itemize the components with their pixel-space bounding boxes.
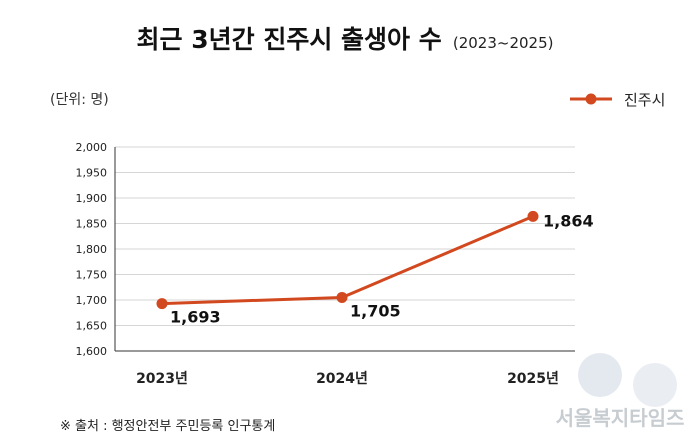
data-point xyxy=(336,291,348,303)
y-tick-label: 1,850 xyxy=(76,218,108,231)
data-label: 1,693 xyxy=(170,308,221,327)
y-tick-label: 1,950 xyxy=(76,167,108,180)
series-line xyxy=(161,214,534,306)
x-tick-label: 2024년 xyxy=(316,371,368,387)
data-label: 1,705 xyxy=(350,301,401,320)
legend: 진주시 xyxy=(570,91,665,109)
legend-marker xyxy=(585,93,597,105)
source-note: ※ 출처 : 행정안전부 주민등록 인구통계 xyxy=(60,418,275,434)
y-tick-label: 1,600 xyxy=(76,345,108,358)
y-tick-label: 1,750 xyxy=(76,269,108,282)
data-label: 1,864 xyxy=(543,211,594,230)
x-tick-label: 2025년 xyxy=(507,371,559,387)
y-tick-label: 1,700 xyxy=(76,294,108,307)
data-point xyxy=(527,210,539,222)
svg-text:서울복지타임즈: 서울복지타임즈 xyxy=(556,406,685,430)
y-tick-label: 1,800 xyxy=(76,243,108,256)
x-tick-label: 2023년 xyxy=(136,371,188,387)
y-tick-label: 1,650 xyxy=(76,320,108,333)
y-tick-label: 2,000 xyxy=(76,141,108,154)
unit-label: (단위: 명) xyxy=(50,92,109,108)
chart-title: 최근 3년간 진주시 출생아 수 (2023~2025) xyxy=(137,25,554,54)
watermark-logo: 서울복지타임즈 xyxy=(556,353,685,430)
data-point xyxy=(156,298,168,310)
y-tick-label: 1,900 xyxy=(76,192,108,205)
legend-label: 진주시 xyxy=(624,91,665,109)
